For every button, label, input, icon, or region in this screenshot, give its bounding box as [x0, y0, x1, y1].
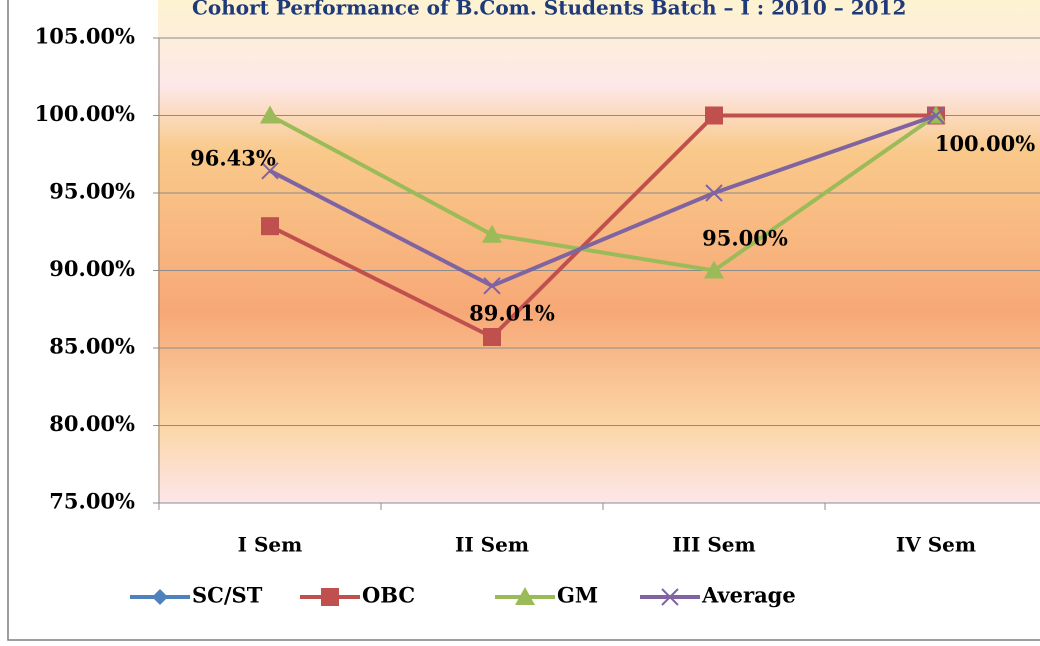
- x-tick-label: I Sem: [238, 533, 303, 557]
- x-tick-label: III Sem: [672, 533, 755, 557]
- marker: [483, 277, 501, 295]
- marker: [704, 260, 724, 279]
- marker: [661, 588, 679, 606]
- series-line: [269, 113, 938, 273]
- marker: [321, 588, 339, 606]
- y-tick-label: 90.00%: [49, 256, 135, 281]
- y-tick-label: 75.00%: [49, 489, 135, 514]
- data-label: 89.01%: [469, 300, 555, 325]
- data-label: 96.43%: [190, 145, 276, 170]
- legend-label: SC/ST: [192, 583, 263, 608]
- data-label: 100.00%: [935, 131, 1035, 156]
- legend-label: Average: [701, 583, 796, 608]
- legend-label: GM: [557, 583, 598, 608]
- data-label: 95.00%: [702, 226, 788, 251]
- marker: [261, 162, 279, 180]
- series-line: [269, 113, 936, 340]
- marker: [261, 217, 279, 236]
- x-tick-label: II Sem: [455, 533, 529, 557]
- y-tick-label: 105.00%: [35, 24, 135, 49]
- marker: [705, 106, 723, 125]
- y-tick-label: 85.00%: [49, 334, 135, 359]
- marker: [515, 587, 535, 605]
- y-tick-label: 95.00%: [49, 179, 135, 204]
- marker: [705, 184, 723, 202]
- legend-label: OBC: [362, 583, 415, 608]
- marker: [482, 224, 502, 243]
- y-tick-label: 80.00%: [49, 411, 135, 436]
- series-line: [269, 113, 937, 289]
- chart-title: Cohort Performance of B.Com. Students Ba…: [192, 0, 906, 20]
- marker: [927, 106, 945, 125]
- marker: [483, 327, 501, 346]
- marker: [260, 105, 280, 124]
- marker: [152, 589, 168, 605]
- x-tick-label: IV Sem: [896, 533, 976, 557]
- y-tick-label: 100.00%: [35, 101, 135, 126]
